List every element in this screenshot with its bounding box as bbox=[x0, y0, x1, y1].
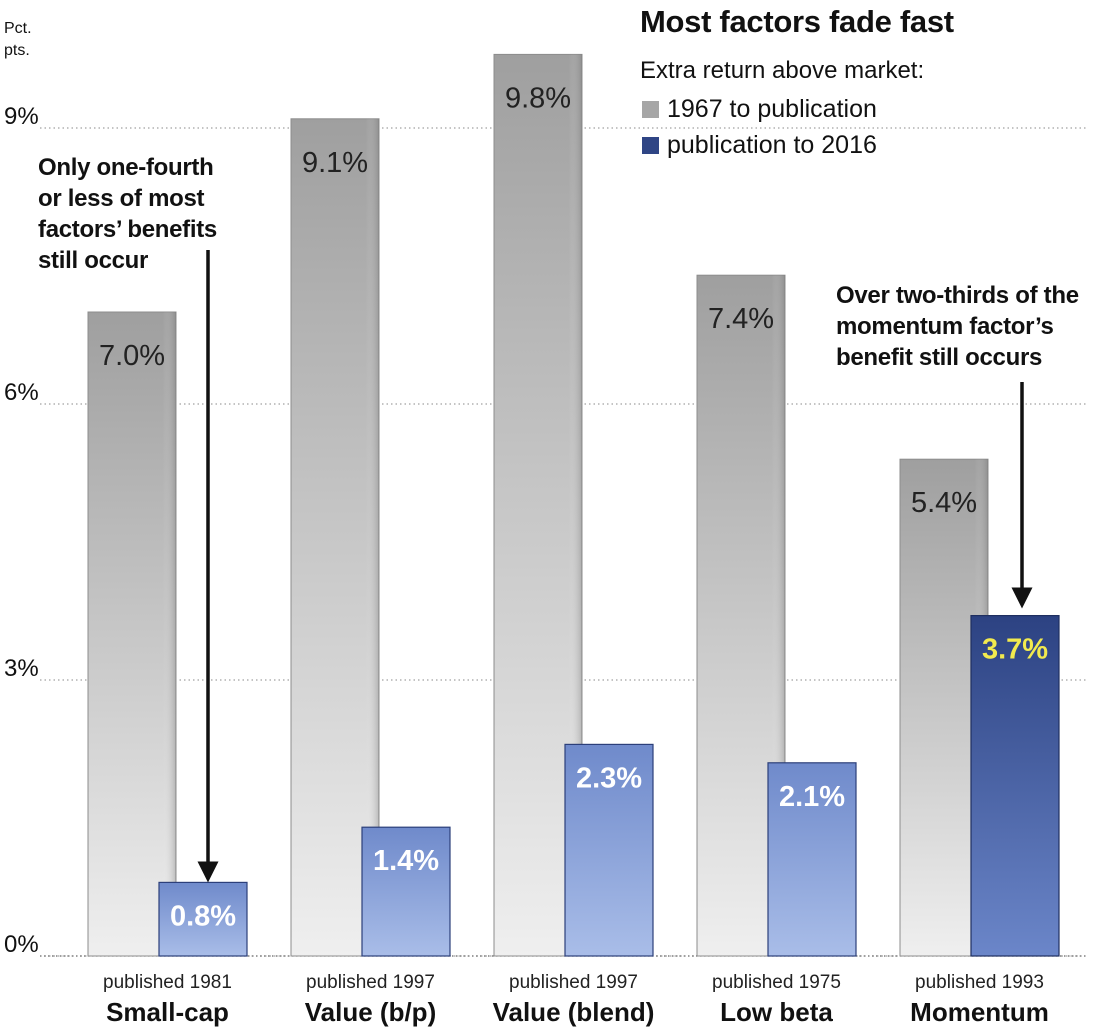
category-sublabel: published 1993 bbox=[915, 972, 1044, 993]
bar-post-publication bbox=[564, 743, 654, 957]
y-axis-unit-line1: Pct. bbox=[4, 20, 32, 37]
y-axis-unit-line2: pts. bbox=[4, 42, 30, 59]
y-tick-label: 9% bbox=[4, 103, 39, 130]
bar-value-label: 7.4% bbox=[708, 303, 774, 335]
category-sublabel: published 1997 bbox=[306, 972, 435, 993]
bar-value-label: 3.7% bbox=[982, 634, 1048, 666]
annotation-left: Only one-fourth or less of most factors’… bbox=[38, 152, 217, 276]
annotation-line: Only one-fourth bbox=[38, 154, 214, 181]
y-axis-unit: Pct. pts. bbox=[4, 18, 32, 62]
annotation-line: or less of most bbox=[38, 185, 205, 212]
annotation-line: still occur bbox=[38, 247, 149, 274]
annotation-line: Over two-thirds of the bbox=[836, 282, 1079, 309]
y-tick-label: 3% bbox=[4, 655, 39, 682]
bar-value-label: 2.1% bbox=[779, 781, 845, 813]
bar-post-publication-highlight bbox=[970, 614, 1060, 957]
bar-post-publication bbox=[767, 762, 857, 957]
category-label: Low beta bbox=[720, 997, 833, 1027]
legend-swatch-gray bbox=[642, 101, 659, 118]
category-label: Value (blend) bbox=[493, 997, 655, 1027]
bar-value-label: 7.0% bbox=[99, 340, 165, 372]
bar-value-label: 9.8% bbox=[505, 82, 571, 114]
bar-value-label: 5.4% bbox=[911, 487, 977, 519]
bar-pre-publication-shade bbox=[88, 312, 176, 956]
category-sublabel: published 1997 bbox=[509, 972, 638, 993]
category-label: Small-cap bbox=[106, 997, 229, 1027]
bar-post-publication bbox=[361, 826, 451, 957]
bar-value-label: 9.1% bbox=[302, 147, 368, 179]
category-label: Momentum bbox=[910, 997, 1049, 1027]
legend-item-pre-publication: 1967 to publication bbox=[642, 95, 877, 124]
bar-post-publication bbox=[158, 881, 248, 957]
y-tick-label: 0% bbox=[4, 931, 39, 958]
bar-value-label: 0.8% bbox=[170, 900, 236, 932]
annotation-line: benefit still occurs bbox=[836, 344, 1043, 371]
category-sublabel: published 1981 bbox=[103, 972, 232, 993]
bar-pre-publication-shade bbox=[291, 118, 379, 957]
legend-swatch-blue bbox=[642, 137, 659, 154]
annotation-right: Over two-thirds of the momentum factor’s… bbox=[836, 280, 1079, 373]
bar-value-label: 2.3% bbox=[576, 762, 642, 794]
category-sublabel: published 1975 bbox=[712, 972, 841, 993]
legend-label: publication to 2016 bbox=[667, 131, 877, 159]
y-tick-label: 6% bbox=[4, 379, 39, 406]
legend-label: 1967 to publication bbox=[667, 95, 877, 123]
legend-item-post-publication: publication to 2016 bbox=[642, 131, 877, 160]
category-label: Value (b/p) bbox=[305, 997, 436, 1027]
annotation-line: momentum factor’s bbox=[836, 313, 1054, 340]
chart-subtitle: Extra return above market: bbox=[640, 57, 925, 84]
annotation-line: factors’ benefits bbox=[38, 216, 217, 243]
chart-title: Most factors fade fast bbox=[640, 4, 954, 39]
bar-value-label: 1.4% bbox=[373, 845, 439, 877]
